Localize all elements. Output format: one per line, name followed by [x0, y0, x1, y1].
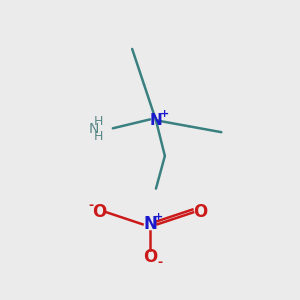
Text: +: + — [154, 212, 164, 222]
Text: +: + — [160, 109, 169, 119]
Text: N: N — [89, 122, 99, 136]
Text: N: N — [143, 215, 157, 233]
Text: H: H — [93, 115, 103, 128]
Text: O: O — [194, 203, 208, 221]
Text: O: O — [92, 203, 106, 221]
Text: -: - — [157, 256, 162, 269]
Text: -: - — [88, 200, 94, 212]
Text: O: O — [143, 248, 157, 266]
Text: H: H — [93, 130, 103, 143]
Text: N: N — [150, 113, 162, 128]
